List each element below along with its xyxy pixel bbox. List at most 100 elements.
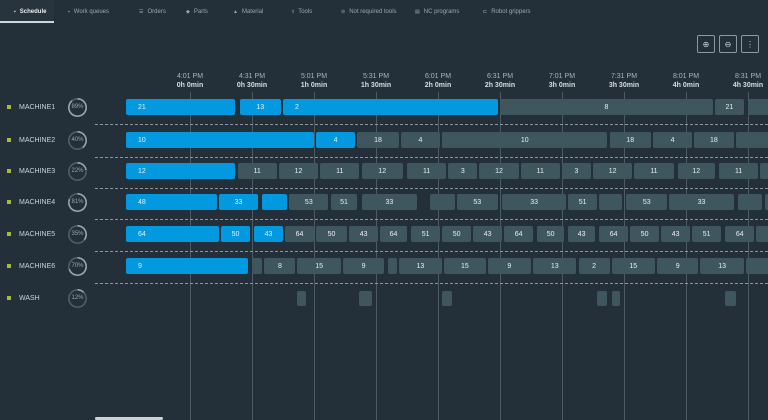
tab-robot-grippers[interactable]: ⊏ Robot grippers [469, 0, 531, 24]
job-bar[interactable]: 11 [407, 163, 447, 179]
job-bar[interactable]: 18 [609, 132, 651, 148]
machine-row-label[interactable]: MACHINE5 35% [0, 224, 120, 244]
job-bar[interactable] [756, 226, 768, 242]
active-job-bar[interactable]: 2 [283, 99, 498, 115]
job-bar[interactable]: 2 [578, 258, 610, 274]
job-bar[interactable]: 53 [456, 194, 498, 210]
job-bar[interactable]: 50 [442, 226, 472, 242]
job-bar[interactable] [760, 163, 768, 179]
job-bar[interactable]: 51 [330, 194, 358, 210]
horizontal-scrollbar[interactable] [95, 417, 163, 420]
job-bar[interactable]: 12 [677, 163, 715, 179]
machine-row-label[interactable]: MACHINE3 22% [0, 161, 120, 181]
job-bar[interactable] [725, 291, 736, 306]
job-bar[interactable]: 50 [316, 226, 348, 242]
job-bar[interactable] [442, 291, 453, 306]
job-bar[interactable]: 18 [357, 132, 399, 148]
job-bar[interactable] [597, 291, 608, 306]
job-bar[interactable] [359, 291, 372, 306]
job-bar[interactable]: 15 [444, 258, 486, 274]
tab-material[interactable]: ▲ Material [219, 0, 263, 24]
active-job-bar[interactable]: 43 [254, 226, 283, 242]
job-bar[interactable]: 9 [342, 258, 385, 274]
job-bar[interactable]: 13 [398, 258, 443, 274]
active-job-bar[interactable]: 13 [239, 99, 281, 115]
active-job-bar[interactable]: 4 [316, 132, 356, 148]
active-job-bar[interactable]: 10 [126, 132, 314, 148]
job-bar[interactable]: 12 [361, 163, 403, 179]
job-bar[interactable]: 21 [714, 99, 744, 115]
active-job-bar[interactable]: 33 [218, 194, 259, 210]
tab-orders[interactable]: ☰ Orders [125, 0, 166, 24]
job-bar[interactable]: 4 [400, 132, 441, 148]
job-bar[interactable]: 9 [487, 258, 531, 274]
job-bar[interactable]: 43 [349, 226, 379, 242]
job-bar[interactable]: 3 [562, 163, 591, 179]
job-bar[interactable] [388, 258, 397, 274]
tab-parts[interactable]: ◆ Parts [172, 0, 208, 24]
job-bar[interactable]: 43 [661, 226, 691, 242]
job-bar[interactable] [764, 194, 768, 210]
job-bar[interactable] [297, 291, 306, 306]
job-bar[interactable]: 12 [593, 163, 633, 179]
machine-row-label[interactable]: MACHINE2 40% [0, 130, 120, 150]
job-bar[interactable]: 64 [599, 226, 629, 242]
machine-row-label[interactable]: MACHINE1 89% [0, 97, 120, 117]
job-bar[interactable] [737, 194, 763, 210]
tab-schedule[interactable]: ▪ Schedule [0, 0, 54, 24]
job-bar[interactable]: 13 [533, 258, 577, 274]
job-bar[interactable]: 12 [278, 163, 319, 179]
tab-work-queues[interactable]: ▪ Work queues [54, 0, 109, 24]
job-bar[interactable]: 51 [568, 194, 598, 210]
job-bar[interactable]: 8 [264, 258, 296, 274]
job-bar[interactable]: 11 [320, 163, 360, 179]
tab-not-required-tools[interactable]: ⊘ Not required tools [327, 0, 397, 24]
job-bar[interactable]: 18 [694, 132, 734, 148]
job-bar[interactable] [611, 291, 620, 306]
job-bar[interactable]: 4 [652, 132, 693, 148]
job-bar[interactable]: 11 [237, 163, 277, 179]
job-bar[interactable]: 53 [626, 194, 668, 210]
active-job-bar[interactable]: 21 [126, 99, 236, 115]
job-bar[interactable]: 64 [504, 226, 534, 242]
zoom-in-button[interactable]: ⊕ [697, 35, 715, 53]
active-job-bar[interactable]: 50 [221, 226, 250, 242]
job-bar[interactable]: 50 [630, 226, 660, 242]
active-job-bar[interactable] [262, 194, 288, 210]
active-job-bar[interactable]: 48 [126, 194, 217, 210]
job-bar[interactable]: 33 [361, 194, 418, 210]
more-button[interactable]: ⋮ [741, 35, 759, 53]
job-bar[interactable]: 13 [700, 258, 744, 274]
job-bar[interactable]: 10 [442, 132, 608, 148]
active-job-bar[interactable]: 12 [126, 163, 236, 179]
job-bar[interactable]: 12 [479, 163, 519, 179]
job-bar[interactable] [735, 132, 768, 148]
job-bar[interactable]: 64 [285, 226, 314, 242]
job-bar[interactable]: 11 [634, 163, 674, 179]
job-bar[interactable] [252, 258, 263, 274]
machine-row-label[interactable]: MACHINE6 70% [0, 256, 120, 276]
job-bar[interactable]: 3 [448, 163, 478, 179]
active-job-bar[interactable]: 64 [126, 226, 219, 242]
active-job-bar[interactable]: 9 [126, 258, 248, 274]
job-bar[interactable]: 43 [473, 226, 503, 242]
job-bar[interactable]: 50 [537, 226, 565, 242]
job-bar[interactable]: 33 [669, 194, 734, 210]
job-bar[interactable] [599, 194, 622, 210]
job-bar[interactable]: 15 [297, 258, 341, 274]
job-bar[interactable]: 64 [380, 226, 407, 242]
job-bar[interactable]: 8 [500, 99, 713, 115]
job-bar[interactable]: 51 [692, 226, 722, 242]
job-bar[interactable] [748, 99, 768, 115]
job-bar[interactable]: 15 [611, 258, 655, 274]
machine-row-label[interactable]: WASH 12% [0, 288, 120, 308]
job-bar[interactable] [745, 258, 768, 274]
job-bar[interactable]: 11 [520, 163, 560, 179]
job-bar[interactable]: 51 [411, 226, 441, 242]
tab-tools[interactable]: ⫯ Tools [278, 0, 312, 24]
job-bar[interactable] [429, 194, 455, 210]
job-bar[interactable]: 33 [502, 194, 567, 210]
job-bar[interactable]: 53 [289, 194, 329, 210]
job-bar[interactable]: 43 [568, 226, 596, 242]
job-bar[interactable]: 64 [725, 226, 755, 242]
